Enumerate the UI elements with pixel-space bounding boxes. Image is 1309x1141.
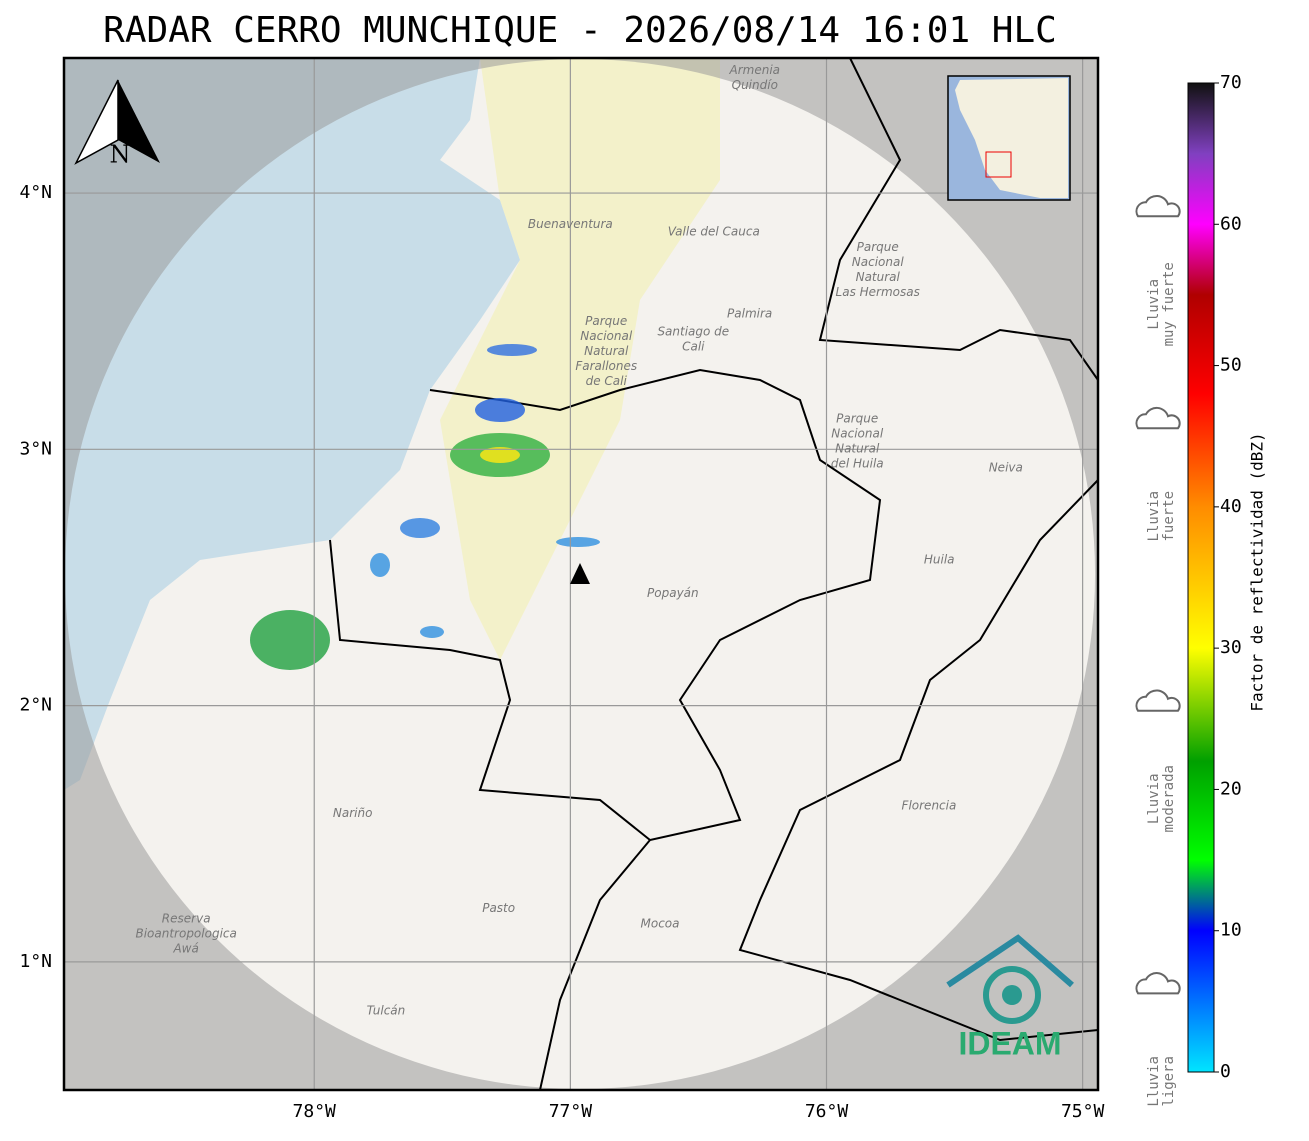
rain-category-line: Lluvia (1146, 773, 1162, 824)
colorbar-tick-label: 60 (1220, 213, 1242, 234)
colorbar-tick-label: 10 (1220, 920, 1242, 941)
cauca-region (440, 58, 720, 660)
map-frame (62, 56, 1100, 1092)
place-line: Nariño (333, 806, 373, 820)
place-line: Natural (835, 441, 880, 455)
place-label: Palmira (727, 306, 772, 320)
place-line: Popayán (647, 585, 699, 599)
cloud-icon (1135, 972, 1181, 995)
place-label: Armenia Quindío (729, 63, 781, 92)
place-label: Parque Nacional Natural Las Hermosas (836, 239, 920, 298)
lon-tick-label: 77°W (549, 1101, 593, 1122)
place-line: Natural (856, 269, 901, 283)
place-line: Cali (682, 339, 705, 353)
place-line: Pasto (482, 901, 515, 915)
rain-category: Lluviafuerte (1146, 491, 1177, 542)
cloud-icon (1135, 195, 1181, 218)
place-line: Parque (857, 239, 899, 253)
lat-tick-label: 4°N (19, 182, 52, 203)
place-line: Awá (172, 941, 198, 955)
place-label: Buenaventura (528, 216, 613, 230)
colorbar-tick-label: 50 (1220, 355, 1242, 376)
place-line: Huila (924, 552, 955, 566)
place-label: Nariño (333, 806, 373, 820)
place-label: Pasto (482, 901, 515, 915)
place-line: Parque (836, 411, 878, 425)
colorbar-tick-label: 70 (1220, 72, 1242, 93)
place-line: del Huila (831, 456, 884, 470)
map: Armenia Quindío Buenaventura Valle del Cauc… (64, 58, 1098, 1090)
place-line: Nacional (852, 254, 905, 268)
place-line: Tulcán (367, 1003, 406, 1017)
rain-category-line: ligera (1161, 1056, 1177, 1107)
place-line: Santiago de (657, 324, 729, 338)
lat-tick-label: 3°N (19, 438, 52, 459)
rain-category-line: Lluvia (1146, 279, 1162, 330)
place-label: Tulcán (367, 1003, 406, 1017)
place-label: Santiago de Cali (657, 324, 729, 353)
lat-tick-label: 1°N (19, 951, 52, 972)
north-arrow: N (74, 79, 160, 169)
lat-tick-label: 2°N (19, 695, 52, 716)
place-line: Neiva (989, 460, 1023, 474)
colorbar-tick-label: 20 (1220, 778, 1242, 799)
place-line: Valle del Cauca (668, 224, 760, 238)
place-line: Florencia (902, 798, 957, 812)
place-label: Mocoa (641, 916, 680, 930)
north-label: N (110, 141, 131, 169)
place-label: Neiva (989, 460, 1023, 474)
colorbar-tick-label: 30 (1220, 637, 1242, 658)
place-label: Parque Nacional Natural Farallones de Cali (575, 314, 637, 388)
place-line: Las Hermosas (836, 284, 920, 298)
colorbar-tick-label: 40 (1220, 496, 1242, 517)
borders (329, 58, 1098, 1090)
place-label: Florencia (902, 798, 957, 812)
place-line: Buenaventura (528, 216, 613, 230)
place-label: Valle del Cauca (668, 224, 760, 238)
radar-echoes (250, 344, 600, 670)
rain-category: Lluvialigera (1146, 1056, 1177, 1107)
place-line: Palmira (727, 306, 772, 320)
rain-category: Lluviamuy fuerte (1146, 262, 1177, 346)
place-line: Nacional (831, 426, 884, 440)
place-label: Popayán (647, 585, 699, 599)
place-line: Quindío (732, 78, 778, 92)
colorbar-label: Factor de reflectividad (dBZ) (1248, 432, 1267, 711)
radar-site (570, 563, 590, 584)
place-line: Parque (585, 314, 627, 328)
lon-tick-label: 78°W (293, 1101, 337, 1122)
lon-tick-label: 76°W (805, 1101, 849, 1122)
rain-category: Lluviamoderada (1146, 765, 1177, 832)
rain-category-line: Lluvia (1146, 491, 1162, 542)
place-line: Reserva (162, 911, 211, 925)
ideam-logo: IDEAM (946, 934, 1074, 1061)
logo-text: IDEAM (958, 1025, 1061, 1061)
places: Armenia Quindío Buenaventura Valle del Cauc… (135, 63, 1022, 1018)
place-label: Reserva Bioantropologica Awá (135, 911, 236, 955)
place-line: Farallones (575, 359, 637, 373)
place-line: Nacional (580, 329, 633, 343)
place-label: Huila (924, 552, 955, 566)
colorbar-bar (1187, 82, 1215, 1073)
place-label: Parque Nacional Natural del Huila (831, 411, 884, 470)
cloud-icon (1135, 689, 1181, 712)
rain-category-line: fuerte (1161, 491, 1177, 542)
cloud-icon (1135, 406, 1181, 430)
graticule (64, 58, 1098, 1090)
colorbar: Factor de reflectividad (dBZ) 0 10 20 30 40 5… (1135, 72, 1267, 1107)
lon-tick-label: 75°W (1061, 1101, 1105, 1122)
inset-map (947, 75, 1071, 201)
place-line: Bioantropologica (135, 926, 236, 940)
place-line: Mocoa (641, 916, 680, 930)
rain-category-line: muy fuerte (1161, 262, 1177, 346)
place-line: de Cali (586, 374, 628, 388)
title: RADAR CERRO MUNCHIQUE - 2026/08/14 16:01… (103, 10, 1057, 51)
place-line: Armenia (729, 63, 781, 77)
colorbar-tick-label: 0 (1220, 1061, 1231, 1082)
rain-category-line: Lluvia (1146, 1056, 1162, 1107)
rain-category-line: moderada (1161, 765, 1177, 832)
place-line: Natural (584, 344, 629, 358)
